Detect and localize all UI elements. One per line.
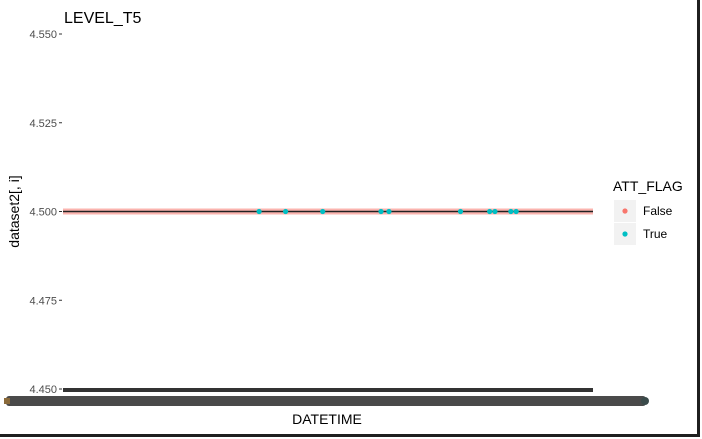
x-tick-labels-overlap-edge	[641, 397, 649, 405]
x-axis-baseline	[63, 388, 593, 392]
true-point	[487, 208, 493, 215]
x-tick-labels-overlap	[6, 396, 646, 406]
legend-label: True	[643, 227, 668, 241]
true-point	[513, 208, 519, 215]
x-axis	[4, 388, 649, 406]
y-tick-label: 4.525	[29, 118, 57, 130]
y-axis-title: dataset2[, i]	[6, 175, 22, 247]
data-layer	[63, 208, 593, 215]
true-point	[492, 208, 498, 215]
y-tick-label: 4.550	[29, 29, 57, 41]
true-point	[283, 208, 289, 215]
true-point	[320, 208, 326, 215]
true-point	[256, 208, 262, 215]
true-point	[386, 208, 392, 215]
legend-dot	[622, 231, 628, 237]
y-tick-label: 4.450	[29, 384, 57, 396]
y-axis: 4.450 4.475 4.500 4.525 4.550	[29, 29, 62, 396]
true-point	[508, 208, 514, 215]
true-point	[378, 208, 384, 215]
legend-dot	[622, 208, 628, 214]
legend-label: False	[643, 204, 673, 218]
true-point	[457, 208, 464, 215]
legend-title: ATT_FLAG	[613, 178, 683, 194]
x-tick-labels-overlap-edge	[4, 398, 10, 404]
chart-title: LEVEL_T5	[64, 10, 141, 27]
x-axis-title: DATETIME	[292, 411, 362, 427]
legend: ATT_FLAG False True	[613, 178, 683, 245]
y-tick-label: 4.500	[29, 207, 57, 219]
y-tick-label: 4.475	[29, 295, 57, 307]
